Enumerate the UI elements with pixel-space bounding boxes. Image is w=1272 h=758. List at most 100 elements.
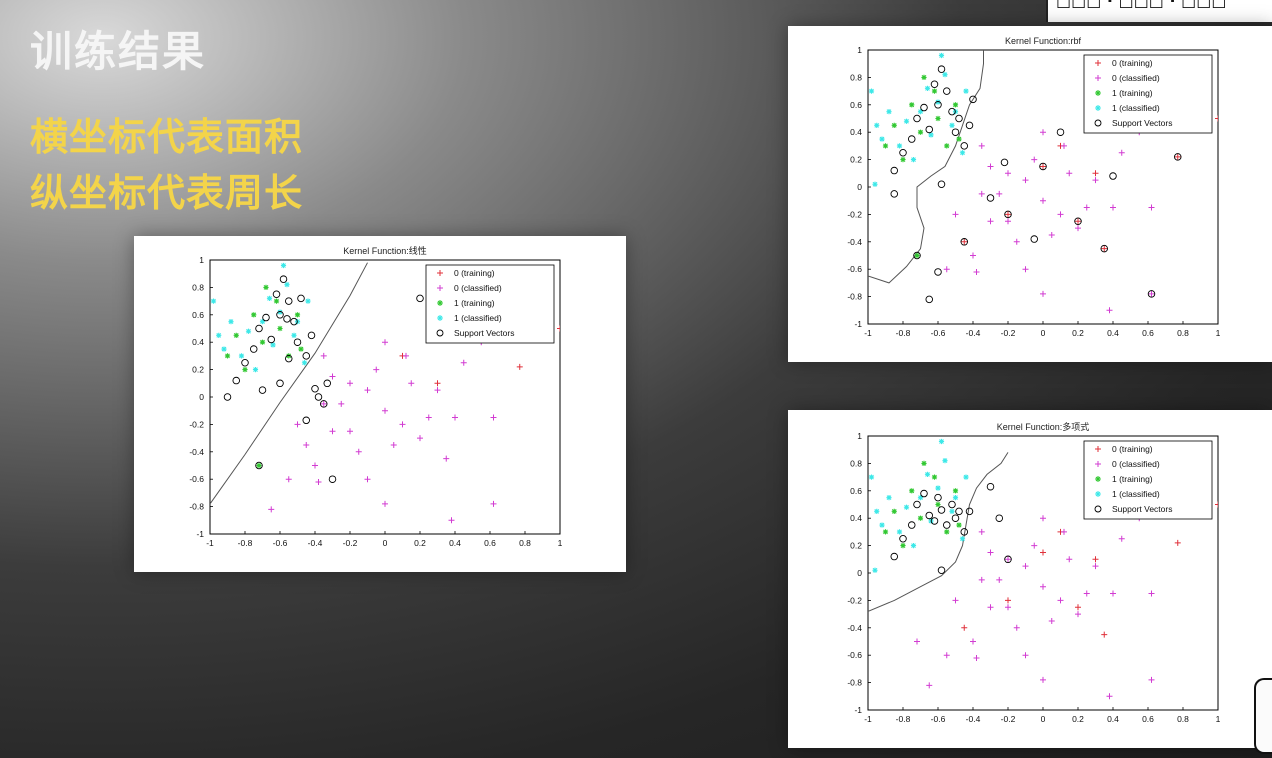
class1-classified-point <box>277 309 283 315</box>
decision-boundary <box>210 262 368 505</box>
support-vector-point <box>951 128 960 136</box>
class0-classified-point <box>943 266 950 273</box>
support-vector-point <box>930 517 939 525</box>
class0-classified-point <box>490 500 497 507</box>
support-vector-point <box>1074 217 1082 225</box>
support-vector-point <box>934 101 942 109</box>
support-vector-point <box>279 275 288 283</box>
support-vector-point <box>311 385 319 393</box>
rbf-kernel-chart: Kernel Function:rbf -1 -0.8 -0.6 -0.4 -0.2 0 0.… <box>788 26 1272 362</box>
class0-classified-point <box>382 407 388 414</box>
support-vector-point <box>925 295 933 304</box>
y-tick-label: 1 <box>857 45 862 55</box>
x-tick-label: 0.2 <box>1072 328 1084 338</box>
support-vector-point <box>934 268 942 276</box>
support-vector-point <box>284 297 293 305</box>
class1-classified-point <box>868 88 875 94</box>
class1-classified-point <box>928 132 934 138</box>
class0-classified-point <box>329 428 336 435</box>
corner-caption-text: □□□ · □□□ · □□□ <box>1056 0 1227 10</box>
support-vector-point <box>955 507 963 516</box>
class0-classified-point <box>1061 528 1067 535</box>
legend-label: 0 (classified) <box>1112 459 1160 469</box>
y-tick-label: 0.4 <box>850 513 862 523</box>
support-vector-point <box>241 358 249 367</box>
class0-classified-point <box>329 373 336 380</box>
legend-marker <box>1095 491 1101 497</box>
y-tick-label: 1 <box>857 431 862 441</box>
x-tick-label: -0.4 <box>966 714 981 724</box>
class0-training-point <box>1092 170 1099 177</box>
support-vector-point <box>276 379 284 388</box>
y-tick-label: -0.2 <box>847 209 862 219</box>
class1-classified-point <box>216 332 222 338</box>
support-vector-point <box>293 338 302 346</box>
class1-classified-point <box>252 367 259 373</box>
class1-training-point <box>909 488 915 494</box>
y-tick-label: 0.6 <box>850 100 862 110</box>
class1-classified-point <box>949 508 955 514</box>
support-vector-point <box>302 416 310 425</box>
class0-classified-point <box>1005 218 1011 225</box>
x-tick-label: 0.4 <box>449 538 461 548</box>
support-vector-point <box>1004 210 1012 219</box>
x-tick-label: -0.8 <box>238 538 253 548</box>
class0-training-point <box>1092 556 1099 563</box>
class0-training-point <box>961 624 968 631</box>
x-tick-label: -1 <box>864 714 872 724</box>
support-vector-point <box>937 65 946 73</box>
class0-training-point <box>1005 211 1011 218</box>
support-vector-point <box>328 475 337 483</box>
class0-classified-point <box>1013 624 1020 631</box>
legend-marker <box>1095 75 1101 81</box>
y-tick-label: 0.6 <box>192 310 204 320</box>
class1-classified-point <box>896 143 903 149</box>
class1-classified-point <box>872 181 878 187</box>
class0-classified-point <box>364 476 371 483</box>
decision-boundary <box>868 50 984 284</box>
class0-classified-point <box>490 414 497 421</box>
chart-title: Kernel Function:线性 <box>343 245 427 256</box>
class0-classified-point <box>347 428 353 435</box>
side-tab[interactable] <box>1254 678 1272 754</box>
class1-training-point <box>900 157 906 163</box>
y-tick-label: 0.4 <box>192 337 204 347</box>
class0-classified-point <box>1110 590 1116 597</box>
class1-classified-point <box>938 52 945 59</box>
y-tick-label: 0.8 <box>192 282 204 292</box>
class0-classified-point <box>914 638 920 645</box>
class0-classified-point <box>355 448 362 455</box>
class0-classified-point <box>1040 129 1046 136</box>
class1-classified-point <box>886 109 892 115</box>
class1-training-point <box>944 143 950 149</box>
x-tick-label: -0.6 <box>931 714 946 724</box>
class1-classified-point <box>879 136 885 142</box>
class1-training-point <box>224 353 231 359</box>
x-tick-label: -1 <box>864 328 872 338</box>
class1-classified-point <box>221 346 227 352</box>
class1-training-point <box>277 325 283 332</box>
legend-label: 1 (classified) <box>1112 103 1160 113</box>
corner-caption: □□□ · □□□ · □□□ <box>1046 0 1272 22</box>
legend-marker <box>1095 105 1101 111</box>
class1-training-point <box>917 515 924 521</box>
class1-training-point <box>944 529 950 535</box>
y-tick-label: 0 <box>857 568 862 578</box>
class0-classified-point <box>943 652 950 659</box>
support-vector-point <box>255 461 263 470</box>
legend-label: 0 (training) <box>1112 444 1153 454</box>
class1-training-point <box>286 353 292 359</box>
class0-classified-point <box>1005 604 1011 611</box>
class0-training-point <box>516 363 523 370</box>
class1-classified-point <box>949 122 955 128</box>
linear-kernel-chart: Kernel Function:线性 -1 -0.8 -0.6 -0.4 -0.2 0 0.2… <box>134 236 626 572</box>
class1-training-point <box>914 252 920 259</box>
support-vector-point <box>290 317 298 326</box>
class0-classified-point <box>926 682 933 689</box>
support-vector-point <box>965 121 974 130</box>
support-vector-point <box>960 142 968 150</box>
support-vector-point <box>1174 153 1182 161</box>
support-vector-point <box>1056 128 1065 136</box>
class0-classified-point <box>996 190 1003 197</box>
x-tick-label: -0.8 <box>896 714 911 724</box>
